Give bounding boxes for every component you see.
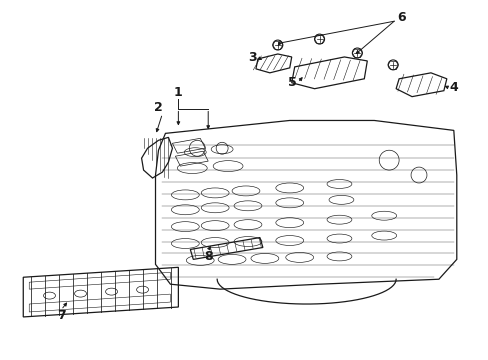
Text: 7: 7 — [57, 310, 65, 323]
Text: 2: 2 — [154, 101, 163, 114]
Text: 5: 5 — [288, 76, 297, 89]
Text: 4: 4 — [448, 81, 457, 94]
Text: 3: 3 — [248, 51, 257, 64]
Text: 8: 8 — [203, 250, 212, 263]
Text: 6: 6 — [396, 11, 405, 24]
Text: 1: 1 — [174, 86, 183, 99]
